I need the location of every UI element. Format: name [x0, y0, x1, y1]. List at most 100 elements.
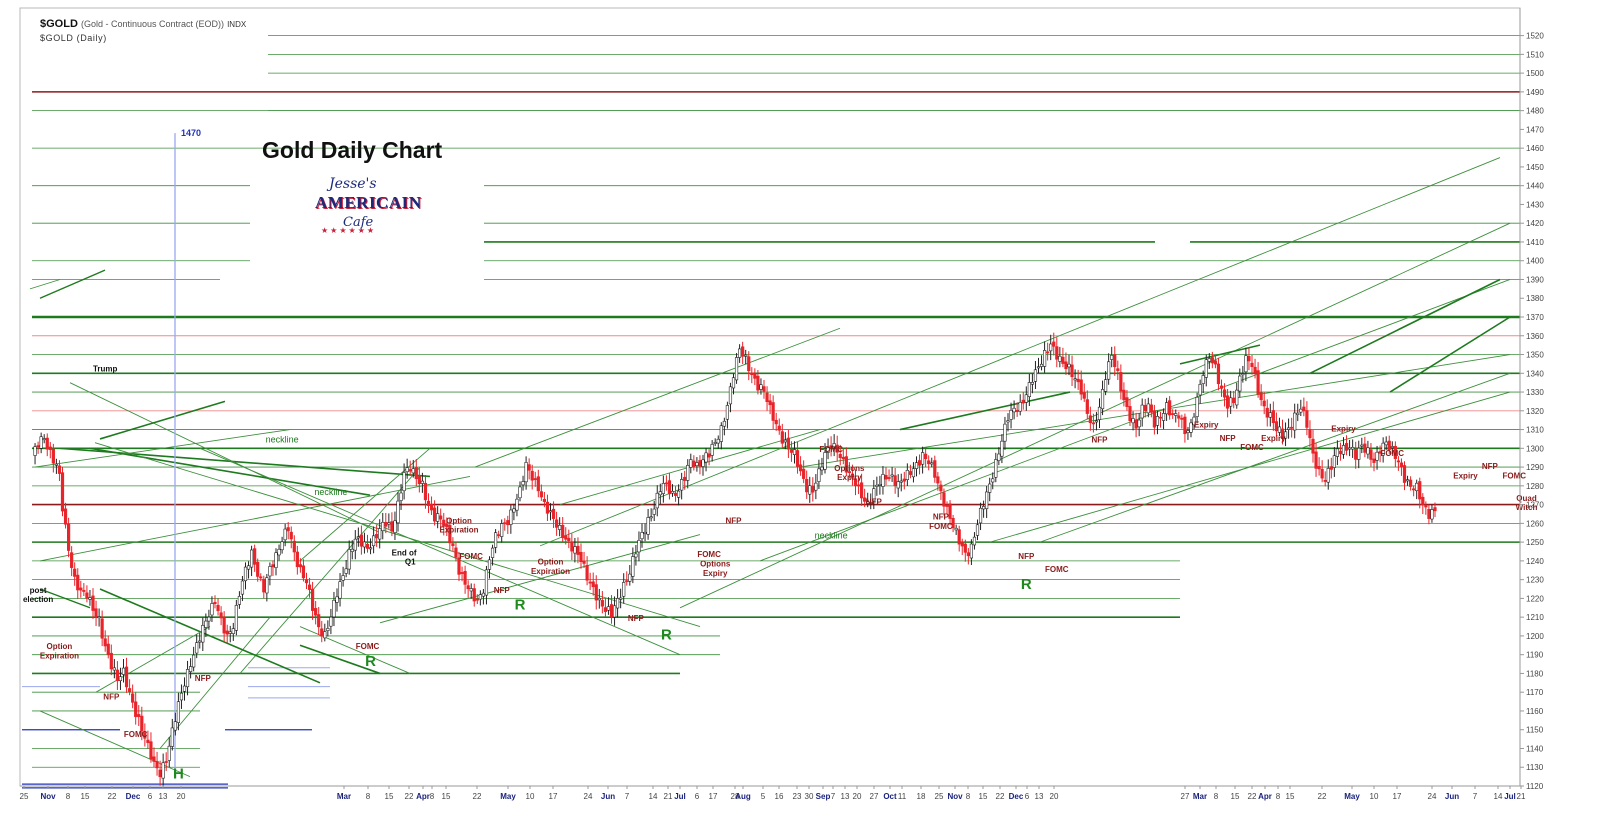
- trend-line-8: [299, 447, 431, 562]
- event-annotation: FOMC: [1381, 449, 1405, 458]
- candle-body: [957, 529, 961, 545]
- candle-body: [1177, 415, 1181, 419]
- candle-body: [85, 592, 89, 599]
- y-tick-label: 1480: [1526, 107, 1544, 116]
- candle-body: [1140, 404, 1144, 419]
- candle-body: [484, 569, 489, 596]
- candle-body: [70, 552, 74, 568]
- candle-body: [390, 521, 394, 532]
- y-tick-label: 1400: [1526, 257, 1544, 266]
- y-tick-label: 1280: [1526, 482, 1544, 491]
- candle-body: [338, 581, 342, 599]
- candle-body: [1122, 389, 1126, 401]
- candle-body: [463, 570, 467, 585]
- y-tick-label: 1300: [1526, 444, 1544, 453]
- event-annotation: FOMC: [1503, 471, 1527, 480]
- candle-body: [972, 536, 977, 546]
- x-tick-label: 20: [853, 792, 862, 801]
- candle-body: [259, 576, 263, 579]
- candle-body: [741, 346, 745, 357]
- candle-body: [866, 501, 870, 504]
- candle-body: [356, 536, 360, 539]
- candle-body: [777, 425, 781, 431]
- exchange-label: INDX: [227, 20, 247, 29]
- candle-body: [722, 420, 726, 427]
- x-tick-label: 7: [625, 792, 630, 801]
- candle-body: [1058, 355, 1062, 362]
- candle-body: [1006, 420, 1010, 423]
- candle-body: [728, 386, 733, 405]
- x-tick-label: 11: [898, 792, 907, 801]
- candle-body: [1061, 356, 1065, 364]
- candle-body: [1259, 392, 1263, 401]
- candle-body: [1113, 354, 1117, 368]
- candle-body: [179, 692, 184, 701]
- y-tick-label: 1360: [1526, 332, 1544, 341]
- candle-body: [137, 714, 141, 718]
- trend-line-26: [299, 644, 381, 675]
- candle-body: [1305, 410, 1309, 428]
- candle-body: [561, 525, 565, 539]
- candle-body: [585, 565, 589, 581]
- candle-body: [1256, 370, 1260, 395]
- candle-body: [97, 616, 101, 619]
- event-annotation: Option: [47, 642, 73, 651]
- candle-body: [143, 732, 147, 739]
- candle-body: [948, 503, 952, 519]
- candle-body: [628, 573, 632, 582]
- candle-body: [1433, 507, 1437, 512]
- candle-body: [920, 452, 925, 465]
- candle-body: [850, 473, 855, 478]
- candle-body: [1131, 418, 1135, 424]
- candle-body: [1216, 363, 1221, 385]
- candle-body: [1186, 430, 1190, 433]
- candle-body: [1116, 368, 1120, 371]
- candle-body: [637, 539, 641, 553]
- candle-body: [408, 469, 412, 472]
- candle-body: [676, 490, 681, 498]
- candle-body: [118, 676, 123, 682]
- candle-body: [79, 587, 83, 591]
- candle-body: [1280, 428, 1285, 439]
- candle-body: [134, 701, 138, 717]
- candle-body: [527, 464, 531, 471]
- trend-line-20: [1309, 278, 1501, 374]
- candle-body: [170, 727, 174, 747]
- candle-body: [225, 630, 229, 635]
- candle-body: [1283, 431, 1288, 439]
- candle-body: [893, 475, 897, 487]
- candle-body: [472, 588, 476, 602]
- candle-body: [884, 475, 888, 480]
- x-tick-label: 24: [584, 792, 593, 801]
- candle-body: [1396, 460, 1400, 463]
- candle-body: [207, 616, 211, 622]
- candle-body: [1344, 443, 1349, 451]
- candle-body: [67, 523, 71, 551]
- candle-body: [765, 392, 769, 403]
- candle-body: [759, 384, 763, 390]
- candle-body: [985, 491, 989, 509]
- y-tick-label: 1240: [1526, 557, 1544, 566]
- candle-body: [490, 547, 495, 558]
- candle-body: [747, 356, 751, 372]
- x-tick-label: 15: [979, 792, 988, 801]
- cafe-logo: Jesse's AMERICAIN Cafe ★★★★★★: [315, 176, 421, 244]
- candle-body: [786, 437, 790, 450]
- candle-body: [927, 460, 931, 465]
- candle-body: [326, 628, 330, 631]
- candle-body: [256, 561, 260, 577]
- candle-body: [155, 760, 159, 769]
- x-tick-label: 18: [917, 792, 926, 801]
- candle-body: [362, 541, 367, 548]
- candle-body: [439, 515, 443, 520]
- logo-stars: ★★★★★★: [321, 226, 377, 235]
- candle-body: [250, 549, 254, 568]
- x-tick-label: 22: [473, 792, 482, 801]
- candle-body: [1341, 445, 1346, 455]
- candle-body: [396, 500, 400, 524]
- candle-body: [1000, 440, 1004, 457]
- candle-body: [182, 685, 187, 692]
- candle-body: [198, 640, 202, 643]
- candle-body: [917, 460, 922, 466]
- event-annotation: Expiry: [703, 569, 728, 578]
